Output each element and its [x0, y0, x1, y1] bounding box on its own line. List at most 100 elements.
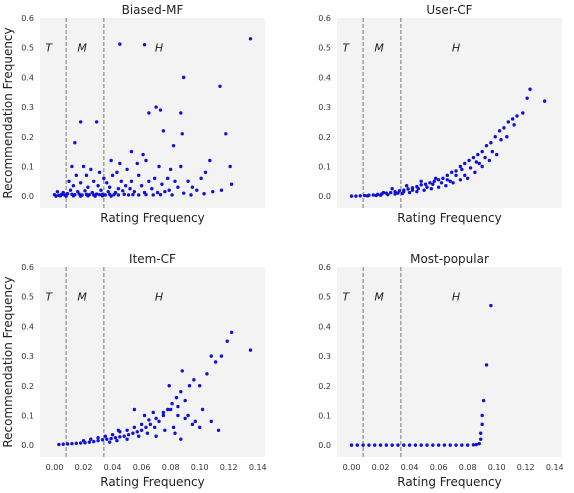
data-point: [481, 398, 486, 403]
data-point: [471, 443, 476, 447]
data-point: [506, 120, 510, 124]
data-point: [439, 181, 444, 185]
data-point: [86, 194, 90, 198]
data-point: [171, 143, 176, 148]
data-point: [480, 149, 484, 154]
data-point: [179, 389, 183, 394]
data-point: [378, 193, 383, 197]
data-point: [349, 194, 354, 198]
data-point: [378, 443, 383, 447]
data-point: [57, 442, 61, 447]
data-point: [141, 152, 145, 157]
data-point: [182, 75, 186, 80]
data-point: [64, 194, 68, 198]
data-point: [137, 173, 141, 178]
data-point: [454, 443, 458, 447]
data-point: [209, 419, 213, 424]
y-tick-label: 0.3: [318, 352, 331, 361]
data-point: [132, 189, 137, 194]
y-axis-label: Recommendation Frequency: [1, 27, 15, 198]
data-point: [365, 194, 370, 198]
data-point: [128, 187, 132, 191]
data-point: [458, 164, 463, 169]
data-point: [404, 184, 409, 188]
data-point: [125, 437, 129, 441]
data-point: [93, 194, 97, 198]
data-point: [432, 179, 436, 183]
data-point: [454, 173, 458, 178]
data-point: [61, 442, 65, 446]
data-point: [419, 179, 423, 183]
data-point: [349, 443, 354, 447]
data-point: [195, 188, 199, 192]
data-point: [161, 413, 166, 418]
data-point: [179, 437, 183, 441]
data-point: [407, 190, 412, 195]
data-point: [103, 193, 108, 197]
data-point: [92, 179, 96, 183]
data-point: [180, 132, 184, 136]
data-point: [493, 135, 497, 139]
data-point: [199, 176, 203, 181]
data-point: [99, 188, 103, 192]
y-tick-label: 0.1: [21, 411, 34, 420]
data-point: [96, 438, 100, 443]
data-point: [218, 84, 222, 88]
chart-item-cf: Item-CF 0.0 0.1 0.2 0.3 0.4 0.5 0.6 0.00 0.02 0.04…: [1, 252, 267, 489]
data-point: [102, 176, 106, 181]
region-label: H: [155, 291, 163, 304]
data-point: [89, 437, 93, 441]
data-point: [87, 440, 92, 444]
data-point: [147, 418, 151, 422]
data-point: [465, 176, 470, 181]
data-point: [202, 192, 206, 196]
data-point: [135, 430, 139, 434]
data-point: [151, 193, 155, 197]
data-point: [152, 425, 157, 430]
chart-title: Item-CF: [129, 252, 176, 266]
data-point: [248, 348, 253, 352]
data-point: [186, 179, 190, 183]
x-tick-label: 0.06: [133, 463, 151, 472]
plot-area: [40, 18, 265, 208]
data-point: [229, 182, 234, 186]
data-point: [445, 178, 450, 182]
data-point: [463, 173, 467, 178]
data-point: [468, 166, 473, 170]
x-tick-label: 0.06: [430, 463, 448, 472]
data-point: [465, 443, 470, 447]
data-point: [476, 152, 480, 157]
data-point: [107, 440, 112, 444]
data-point: [125, 428, 129, 432]
data-point: [448, 179, 452, 183]
y-tick-label: 0.6: [21, 263, 34, 272]
data-point: [474, 442, 479, 447]
x-axis-label: Rating Frequency: [100, 475, 205, 489]
data-point: [144, 158, 148, 163]
data-point: [512, 123, 516, 127]
data-point: [209, 354, 213, 358]
x-tick-label: 0.08: [459, 463, 477, 472]
x-tick-label: 0.14: [546, 463, 564, 472]
region-label: H: [452, 42, 460, 55]
data-point: [110, 173, 115, 178]
data-point: [158, 192, 163, 197]
data-point: [525, 96, 529, 100]
x-tick-label: 0.14: [249, 463, 267, 472]
data-point: [170, 193, 174, 197]
data-point: [166, 176, 170, 181]
data-point: [106, 189, 110, 194]
y-tick-label: 0.2: [21, 133, 34, 142]
data-point: [78, 441, 83, 445]
data-point: [147, 111, 151, 115]
data-point: [186, 413, 190, 418]
x-tick-label: 0.04: [104, 463, 122, 472]
data-point: [423, 182, 428, 186]
region-label: H: [155, 42, 163, 55]
data-point: [170, 401, 174, 406]
data-point: [425, 443, 429, 447]
data-point: [431, 443, 435, 447]
data-point: [371, 193, 375, 197]
y-tick-label: 0.4: [318, 322, 331, 331]
y-tick-label: 0.5: [318, 293, 331, 302]
